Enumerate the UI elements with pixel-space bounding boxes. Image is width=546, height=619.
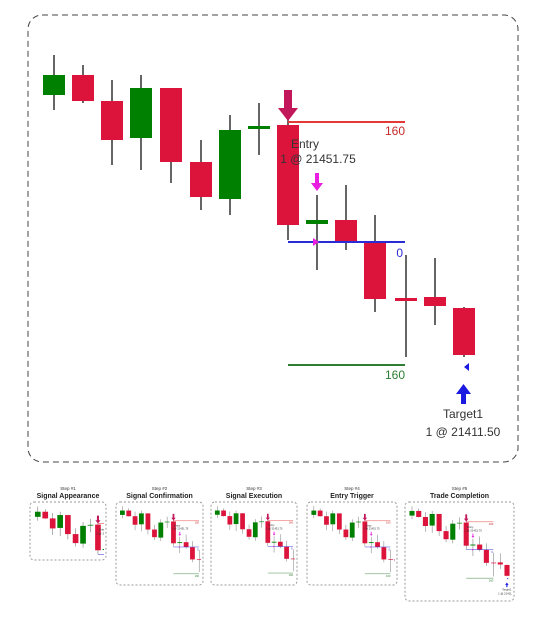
- step-chart: [409, 506, 512, 596]
- step-preview: [409, 506, 512, 596]
- chart-view: [42, 54, 502, 440]
- step-frame: [29, 501, 107, 561]
- frame: [27, 14, 519, 463]
- step-frame: [115, 501, 204, 586]
- step-number: Step #5: [452, 486, 468, 491]
- step-number: Step #3: [246, 486, 262, 491]
- step-title: Signal Execution: [226, 493, 282, 500]
- step-title: Signal Appearance: [37, 493, 100, 500]
- step-frame: [306, 501, 398, 586]
- step-frame: [404, 501, 515, 602]
- step-number: Step #1: [60, 486, 76, 491]
- step-preview: [119, 505, 201, 583]
- step-chart: [214, 505, 295, 583]
- step-number: Step #4: [344, 486, 360, 491]
- step-number: Step #2: [152, 486, 168, 491]
- step-title: Trade Completion: [430, 493, 489, 500]
- step-title: Entry Trigger: [330, 493, 374, 500]
- step-title: Signal Confirmation: [126, 493, 193, 500]
- steps: Step #1 Signal Appearance Step #2 Signal Co…: [29, 486, 515, 602]
- step-preview: [214, 505, 295, 583]
- step-chart: [119, 505, 201, 583]
- step-frame: [210, 501, 298, 586]
